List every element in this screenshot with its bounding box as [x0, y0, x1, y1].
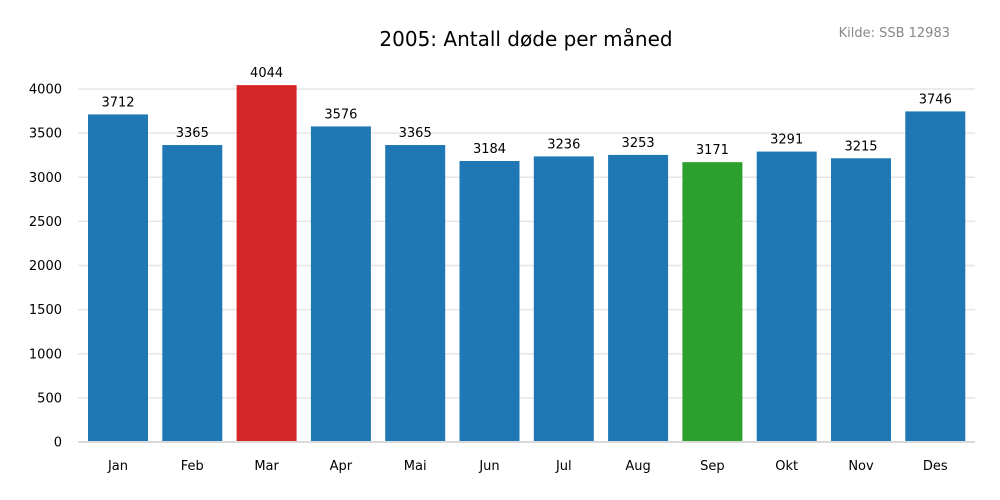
x-tick-label: Mai	[404, 459, 427, 474]
data-label: 3746	[919, 92, 952, 107]
data-label: 3236	[547, 137, 580, 152]
bar-jun	[459, 161, 520, 442]
x-tick-label: Jan	[107, 459, 128, 474]
bar-nov	[831, 158, 891, 442]
data-label: 3365	[176, 126, 209, 141]
bar-okt	[756, 151, 817, 442]
data-label: 3291	[770, 133, 803, 148]
bar-aug	[608, 154, 669, 443]
data-label: 3184	[473, 142, 506, 157]
bar-mai	[385, 145, 446, 442]
data-labels: 3712 3365 4044 3576 3365 3184 3236 3253 3171 3291…	[101, 66, 951, 158]
chart-title: 2005: Antall døde per måned	[379, 27, 672, 51]
y-tick-label: 500	[37, 391, 62, 406]
x-tick-label: Aug	[625, 459, 650, 474]
y-tick-label: 3000	[29, 171, 62, 186]
x-tick-label: Okt	[775, 459, 798, 474]
x-tick-label: Nov	[848, 459, 874, 474]
grid-lines	[78, 88, 975, 399]
y-tick-label: 3500	[29, 127, 62, 142]
x-tick-label: Sep	[700, 459, 725, 474]
y-tick-label: 1000	[29, 347, 62, 362]
data-label: 3253	[622, 136, 655, 151]
data-label: 3171	[696, 143, 729, 158]
x-tick-label: Feb	[181, 459, 204, 474]
x-tick-label: Des	[923, 459, 948, 474]
y-tick-label: 1500	[29, 303, 62, 318]
bar-sep	[682, 162, 743, 443]
x-tick-label: Mar	[254, 459, 279, 474]
bar-des	[905, 111, 966, 442]
y-tick-label: 2000	[29, 259, 62, 274]
x-tick-label: Apr	[330, 459, 353, 474]
data-label: 3576	[324, 107, 357, 122]
bar-jul	[533, 156, 594, 442]
source-note: Kilde: SSB 12983	[839, 26, 950, 41]
bar-mar	[236, 85, 297, 442]
y-axis-ticks: 0 500 1000 1500 2000 2500 3000 3500 4000	[29, 83, 62, 451]
y-tick-label: 0	[54, 436, 62, 451]
bar-jan	[88, 114, 148, 442]
bar-feb	[162, 145, 223, 442]
x-tick-label: Jun	[478, 459, 499, 474]
data-label: 4044	[250, 66, 283, 81]
data-label: 3215	[844, 139, 877, 154]
data-label: 3712	[101, 95, 134, 110]
x-axis-ticks: Jan Feb Mar Apr Mai Jun Jul Aug Sep Okt Nov Des	[107, 459, 948, 474]
data-label: 3365	[399, 126, 432, 141]
bars	[88, 85, 966, 443]
y-tick-label: 4000	[29, 83, 62, 98]
x-tick-label: Jul	[555, 459, 572, 474]
y-tick-label: 2500	[29, 215, 62, 230]
bar-apr	[310, 126, 371, 442]
